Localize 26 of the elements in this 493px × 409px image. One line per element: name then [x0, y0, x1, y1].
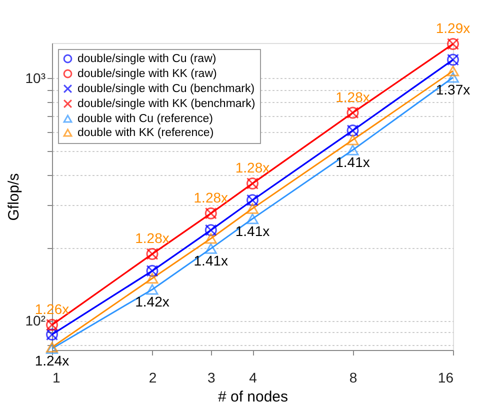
x-axis-title: # of nodes [218, 388, 288, 406]
x-tick-label: 2 [148, 370, 157, 386]
x-tick-label: 16 [438, 370, 454, 386]
annotation: 1.41x [235, 222, 270, 239]
legend-label: double with KK (reference) [78, 126, 214, 139]
annotation: 1.28x [235, 160, 270, 176]
x-tick-label: 1 [52, 370, 60, 386]
annotation: 1.29x [436, 20, 470, 36]
legend-label: double/single with KK (benchmark) [78, 98, 256, 110]
legend-label: double/single with KK (raw) [78, 68, 218, 80]
annotation: 1.24x [34, 352, 70, 369]
legend-label: double/single with Cu (benchmark) [78, 82, 255, 95]
annotation: 1.41x [336, 154, 370, 170]
annotation: 1.28x [135, 230, 170, 246]
annotation: 1.28x [336, 88, 370, 105]
annotation: 1.41x [194, 252, 228, 269]
x-tick-label: 4 [249, 370, 258, 386]
x-tick-label: 8 [349, 370, 358, 386]
x-tick-label: 3 [207, 370, 216, 386]
y-axis-title: Gflop/s [5, 173, 22, 221]
legend-label: double/single with Cu (raw) [78, 52, 216, 65]
legend-label: double with Cu (reference) [78, 112, 214, 125]
annotation: 1.28x [194, 189, 228, 206]
y-tick-label: 10³ [25, 70, 46, 86]
annotation: 1.42x [135, 293, 170, 310]
annotation: 1.37x [436, 82, 470, 98]
